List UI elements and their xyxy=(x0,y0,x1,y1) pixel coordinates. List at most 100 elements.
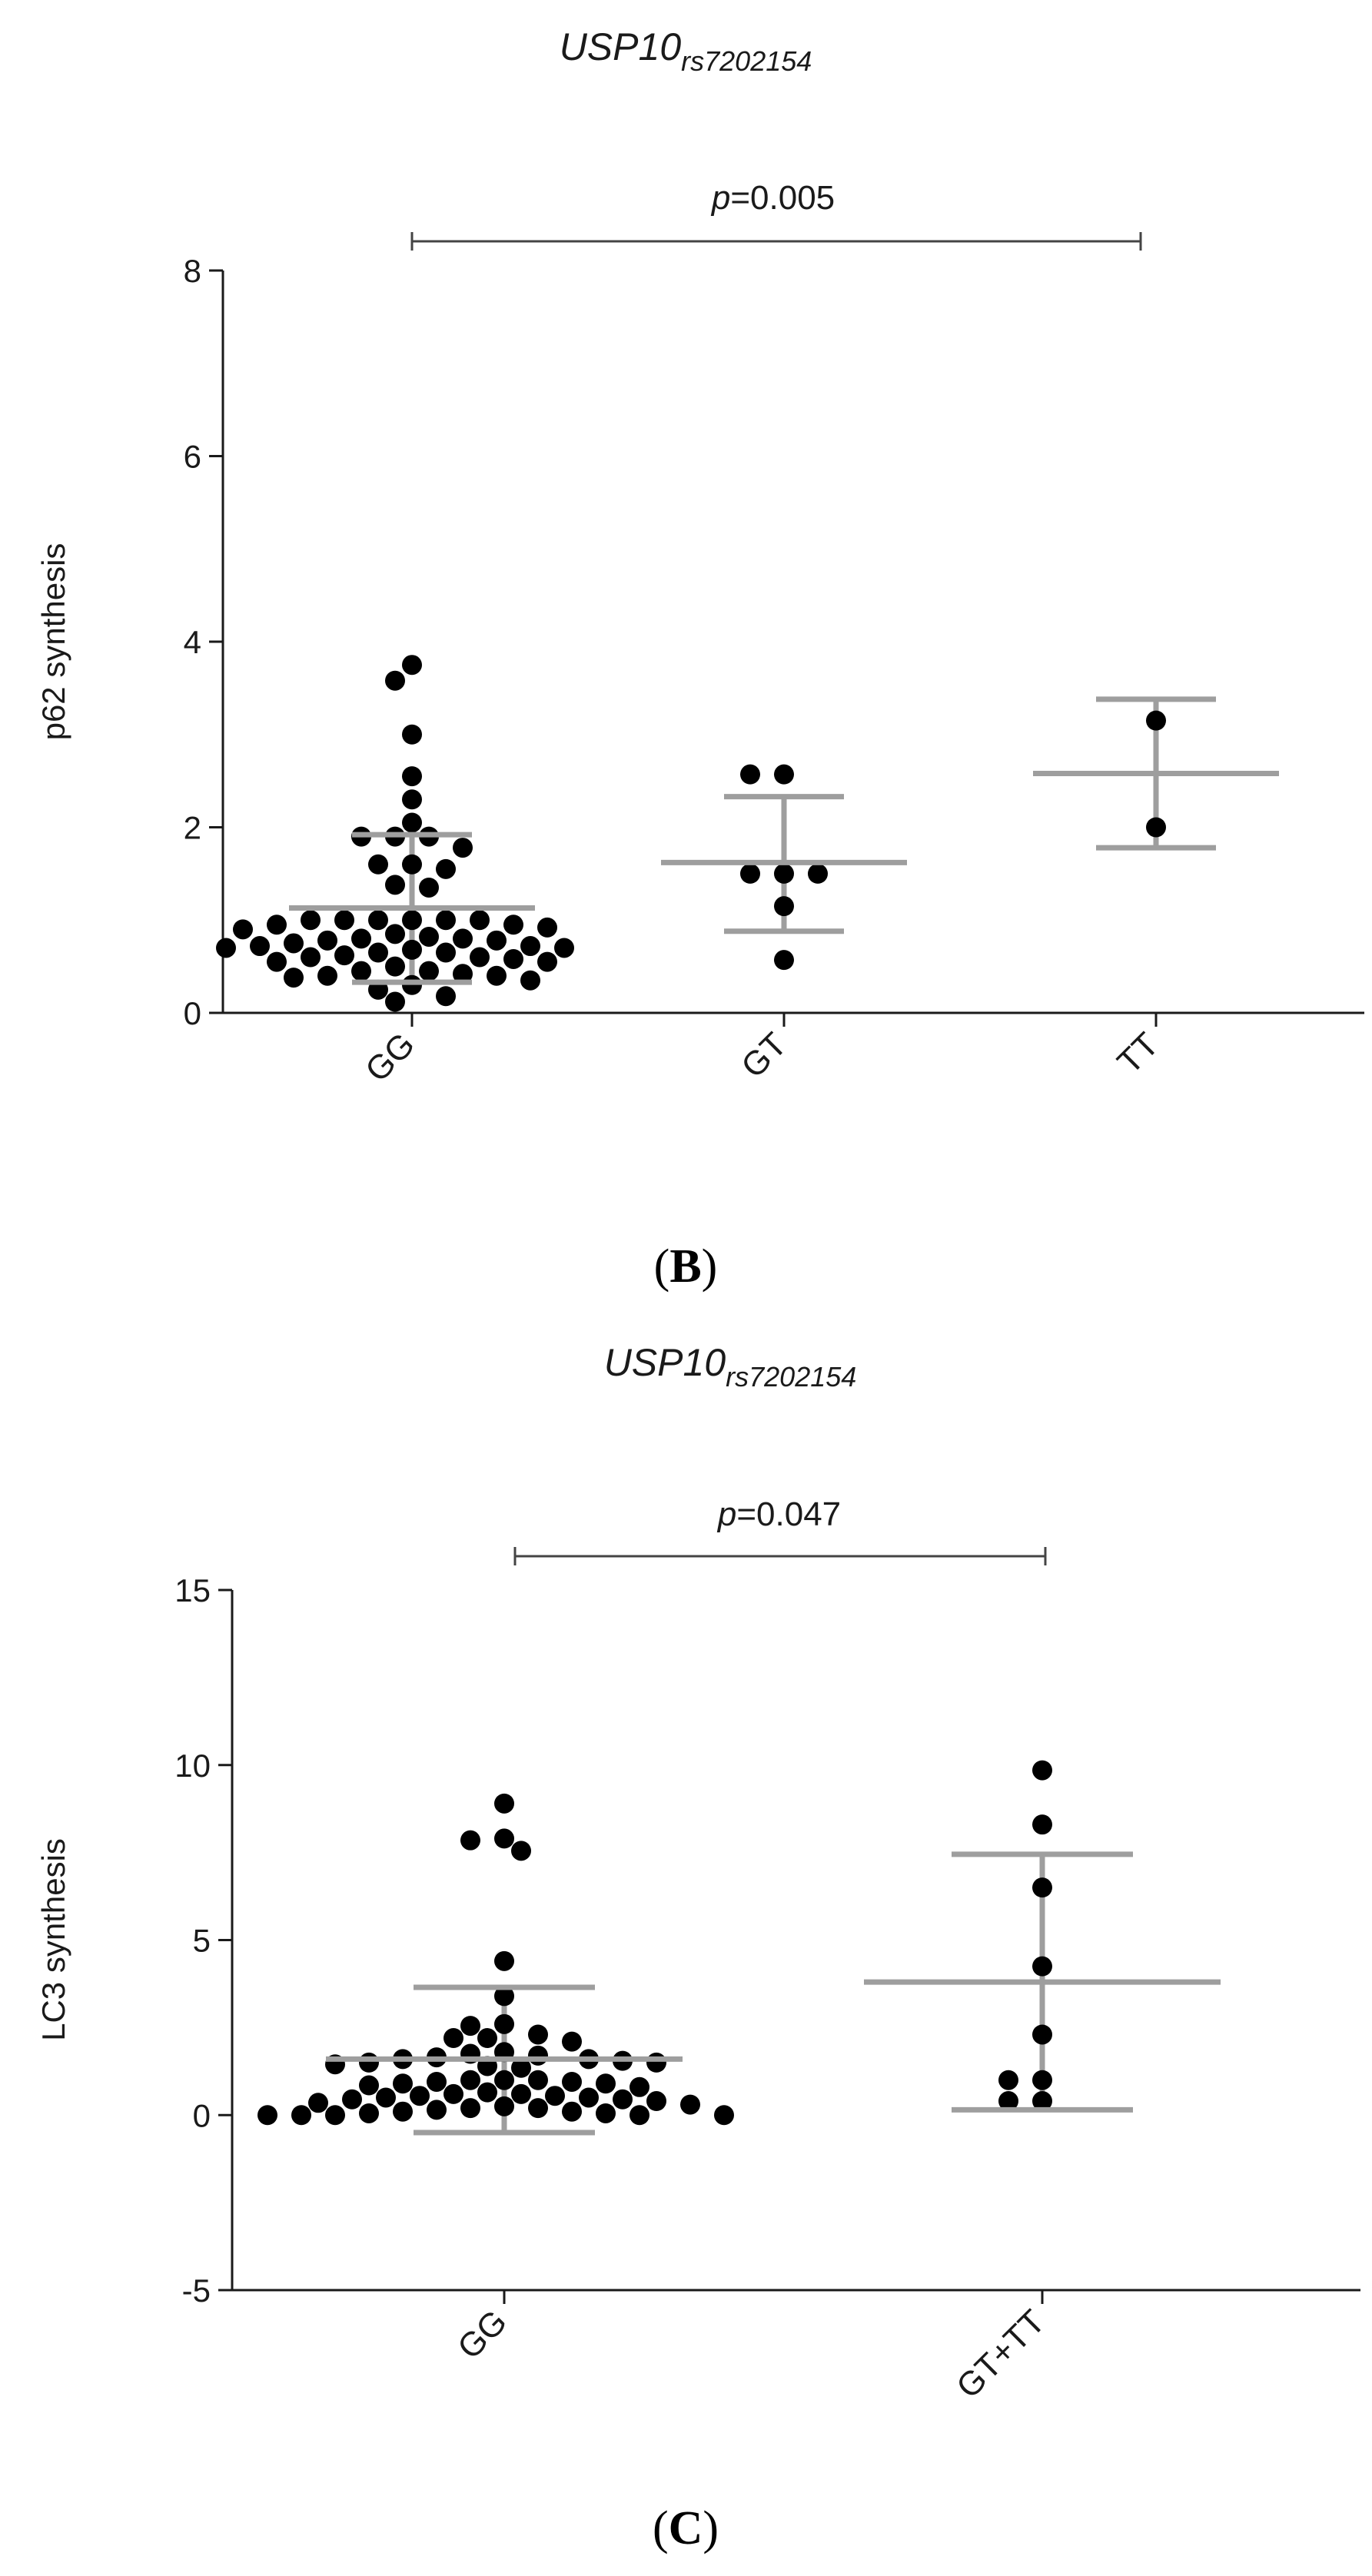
chart-c-title-snp: rs7202154 xyxy=(726,1361,856,1393)
chart-b-gg-point xyxy=(537,917,557,938)
chart-c-title: USP10rs7202154 xyxy=(604,1341,857,1393)
chart-c-gg-point xyxy=(494,1986,514,2007)
chart-c-gg-point xyxy=(443,2028,463,2049)
chart-b-gg-point xyxy=(385,875,405,895)
panel-label-c: (C) xyxy=(653,2502,719,2554)
chart-c-title-gene: USP10 xyxy=(604,1341,726,1384)
chart-b-gg-point xyxy=(419,961,439,981)
chart-b-gt-point xyxy=(774,764,794,785)
chart-b-title-gene: USP10 xyxy=(560,25,682,68)
chart-c-gt-tt-point xyxy=(1032,2091,1052,2112)
chart-b-gt-point xyxy=(774,896,794,917)
chart-b-gg-point xyxy=(520,936,540,957)
chart-b-gg-point xyxy=(250,936,270,957)
chart-b-gt-point xyxy=(774,950,794,971)
chart-c-gg-point xyxy=(494,2096,514,2116)
chart-c-ytick-label: 15 xyxy=(174,1572,211,1608)
chart-b-gg-point xyxy=(453,928,473,949)
chart-c-pvalue-number: =0.047 xyxy=(736,1495,841,1533)
chart-b-gg-point xyxy=(436,858,456,879)
chart-b-gg-point xyxy=(317,930,337,951)
chart-b-gg-point xyxy=(503,948,523,969)
chart-c-pvalue-symbol: p xyxy=(716,1495,736,1533)
chart-b-gg-point xyxy=(402,789,422,810)
chart-b-gg-point xyxy=(436,942,456,963)
chart-b-category-gt: GT xyxy=(734,1025,794,1085)
chart-c-y-ticks: -5 0 5 10 15 xyxy=(174,1572,232,2309)
chart-c-gg-point xyxy=(342,2089,362,2110)
chart-b-gg-point xyxy=(503,915,523,935)
chart-c-gg-point xyxy=(630,2076,649,2097)
chart-c-x-categories: GG GT+TT xyxy=(450,2290,1052,2405)
chart-c-gg-point xyxy=(613,2089,633,2110)
chart-b-gg-point xyxy=(453,964,473,984)
chart-b-gg-point xyxy=(351,961,371,981)
chart-c-gg-point xyxy=(596,2103,616,2123)
chart-b-gg-point xyxy=(487,930,507,951)
chart-b-gg-point xyxy=(368,854,388,875)
panel-label-b-close: ) xyxy=(702,1240,718,1293)
chart-b-gg-point xyxy=(334,945,354,966)
panel-label-c-close: ) xyxy=(703,2502,719,2554)
chart-c-gg-point xyxy=(511,2057,531,2078)
chart-b-gg-point xyxy=(402,974,422,995)
chart-b-tt-point xyxy=(1146,710,1166,731)
chart-b-gg-point xyxy=(470,947,490,968)
chart-b-title-snp: rs7202154 xyxy=(681,45,812,77)
chart-c-gg-point xyxy=(376,2087,396,2108)
chart-b-gt-point xyxy=(740,764,760,785)
chart-c-gg-point xyxy=(579,2087,599,2108)
chart-c-gg-point xyxy=(477,2028,497,2049)
chart-b-gg-point xyxy=(402,655,422,676)
chart-c-gt-tt-point xyxy=(998,2070,1018,2090)
chart-c-gg-point xyxy=(325,2105,345,2126)
chart-c-gg-point xyxy=(460,2016,480,2037)
chart-c-gg-point xyxy=(460,2098,480,2119)
chart-c-gg-point xyxy=(359,2052,379,2073)
chart-b-gg-point xyxy=(402,812,422,833)
chart-b-gg-point xyxy=(402,854,422,875)
chart-b-pvalue-number: =0.005 xyxy=(730,179,835,217)
chart-c-category-gt-tt: GT+TT xyxy=(949,2302,1052,2405)
chart-c-plot-area xyxy=(257,1760,1221,2136)
chart-c-gg-point xyxy=(427,2071,447,2092)
chart-c-gg-point xyxy=(291,2105,311,2126)
chart-b-gg-point xyxy=(385,924,405,944)
chart-c-gg-point xyxy=(646,2091,666,2112)
chart-b-ytick-label: 8 xyxy=(184,253,201,289)
chart-c-gg-point xyxy=(596,2073,616,2094)
chart-c-category-gg: GG xyxy=(450,2302,514,2366)
chart-b-gg-point xyxy=(419,926,439,947)
chart-c-gg-point xyxy=(460,2070,480,2090)
chart-b-gg-point xyxy=(317,965,337,986)
chart-c-gt-tt-point xyxy=(1032,1956,1052,1977)
chart-b-gg-point xyxy=(368,942,388,963)
chart-b-gg-point xyxy=(470,910,490,931)
chart-b-gg-point xyxy=(436,910,456,931)
chart-b-gg-point xyxy=(487,965,507,986)
chart-c-gg-point xyxy=(511,1841,531,1861)
chart-c-gg-point xyxy=(528,2024,548,2045)
chart-b-tt-point xyxy=(1146,817,1166,838)
chart-c-gg-point xyxy=(680,2094,700,2115)
chart-c-gg-point xyxy=(562,2101,582,2122)
chart-b-y-label: p62 synthesis xyxy=(35,543,71,741)
chart-c-gg-point xyxy=(460,1830,480,1851)
chart-b-category-gg: GG xyxy=(358,1025,422,1089)
panel-label-c-letter: C xyxy=(669,2502,703,2554)
panel-label-b: (B) xyxy=(654,1240,718,1293)
chart-c-gg-point xyxy=(494,1950,514,1971)
chart-c-gt-tt-point xyxy=(1032,2024,1052,2045)
chart-c-gg-point xyxy=(359,2103,379,2123)
chart-b-pvalue: p=0.005 xyxy=(710,179,835,217)
chart-c-y-label: LC3 synthesis xyxy=(35,1838,71,2041)
chart-c-gt-tt-point xyxy=(998,2091,1018,2112)
chart-b-gg-point xyxy=(453,838,473,858)
chart-b-gg-point xyxy=(233,919,253,940)
panel-label-c-open: ( xyxy=(653,2502,669,2554)
chart-c-gg-point xyxy=(714,2105,734,2126)
chart-c-gg-point xyxy=(494,2013,514,2034)
chart-b-pvalue-symbol: p xyxy=(710,179,730,217)
chart-b-gt-point xyxy=(808,863,828,884)
